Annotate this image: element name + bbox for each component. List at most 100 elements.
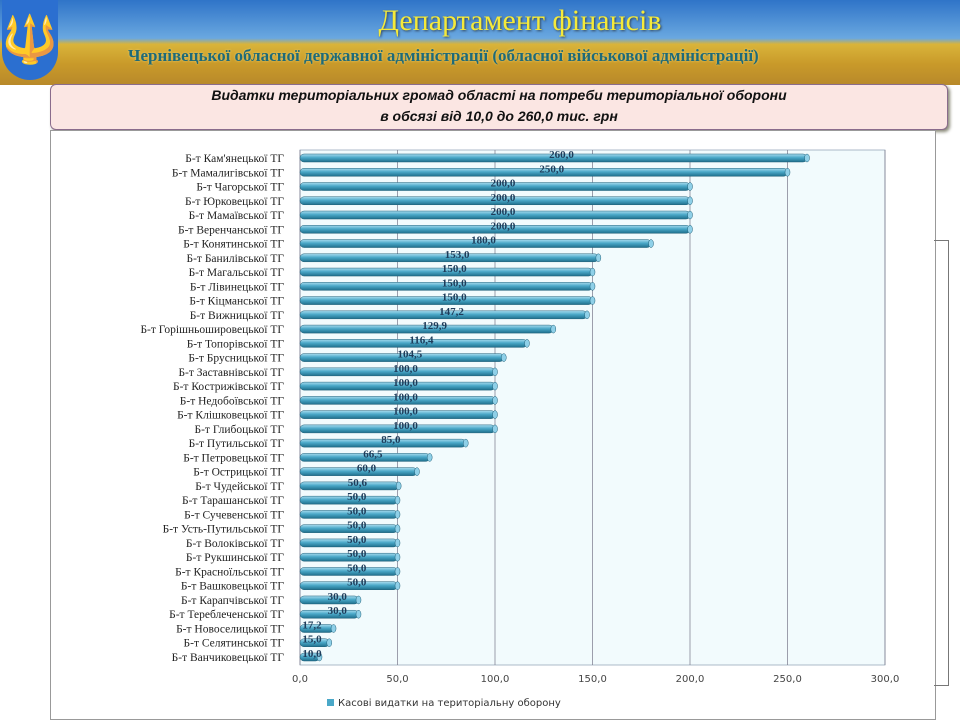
x-tick-label: 150,0	[578, 674, 607, 685]
bar-cap	[355, 595, 362, 605]
bar-cap	[326, 638, 332, 647]
category-label: Б-т Юрковецької ТГ	[185, 196, 284, 208]
bar-cap	[589, 282, 596, 291]
data-label: 15,0	[302, 634, 322, 646]
category-label: Б-т Брусницької ТГ	[188, 353, 284, 365]
bar-cap	[395, 481, 402, 491]
side-frame	[934, 240, 949, 686]
data-label: 153,0	[445, 249, 470, 261]
category-label: Б-т Горішньошировецької ТГ	[140, 324, 284, 336]
bar-cap	[492, 381, 498, 391]
category-label: Б-т Заставнівської ТГ	[178, 367, 284, 379]
data-label: 30,0	[328, 591, 348, 603]
data-label: 10,0	[302, 648, 322, 660]
data-label: 100,0	[393, 391, 418, 403]
category-label: Б-т Банилівської ТГ	[187, 253, 285, 265]
category-label: Б-т Волоківської ТГ	[186, 538, 284, 550]
bar-cap	[316, 652, 323, 662]
data-label: 60,0	[357, 463, 377, 475]
category-label: Б-т Топорівської ТГ	[187, 338, 285, 350]
bar-cap	[492, 410, 498, 419]
data-label: 50,0	[347, 548, 367, 560]
bar-cap	[584, 310, 590, 320]
category-label: Б-т Путильської ТГ	[189, 438, 285, 450]
data-label: 200,0	[491, 192, 516, 204]
category-label: Б-т Карапчівської ТГ	[181, 595, 284, 607]
data-label: 100,0	[393, 377, 418, 389]
category-label: Б-т Острицької ТГ	[193, 467, 284, 479]
trident-icon: 🔱	[1, 0, 59, 80]
data-label: 260,0	[549, 149, 574, 161]
bar-cap	[394, 581, 401, 590]
slide-title-line1: Видатки територіальних громад області на…	[211, 87, 787, 103]
bar-cap	[501, 353, 507, 362]
x-tick-label: 0,0	[292, 674, 308, 685]
bar-cap	[648, 239, 654, 248]
category-label: Б-т Чагорської ТГ	[196, 182, 284, 194]
slide-title: Видатки територіальних громад області на…	[50, 84, 948, 130]
bar-cap	[330, 624, 337, 633]
bar-cap	[589, 296, 596, 305]
bar-cap	[355, 609, 362, 619]
bar-cap	[687, 210, 693, 220]
data-label: 50,0	[347, 505, 367, 517]
data-label: 200,0	[491, 220, 516, 232]
category-label: Б-т Конятинської ТГ	[183, 239, 284, 251]
category-label: Б-т Недобоївської ТГ	[180, 395, 285, 407]
data-label: 100,0	[393, 363, 418, 375]
x-tick-label: 50,0	[386, 674, 408, 685]
bar-cap	[687, 182, 693, 191]
data-label: 85,0	[381, 434, 401, 446]
data-label: 50,0	[347, 562, 367, 574]
data-label: 129,9	[422, 320, 447, 332]
bar-cap	[414, 467, 420, 476]
bar-cap	[463, 438, 469, 448]
category-label: Б-т Кам'янецької ТГ	[185, 153, 284, 165]
category-label: Б-т Вижницької ТГ	[190, 310, 285, 322]
bar-cap	[492, 367, 498, 377]
data-label: 50,0	[347, 534, 367, 546]
category-label: Б-т Глибоцької ТГ	[194, 424, 284, 436]
bar-cap	[394, 510, 401, 519]
category-label: Б-т Рукшинської ТГ	[186, 552, 284, 564]
category-label: Б-т Тереблеченської ТГ	[169, 609, 284, 621]
data-label: 50,0	[347, 520, 367, 532]
x-tick-label: 250,0	[773, 674, 802, 685]
bar-cap	[394, 567, 401, 576]
category-label: Б-т Новоселицької ТГ	[176, 623, 284, 635]
category-label: Б-т Петровецької ТГ	[183, 452, 284, 464]
legend-swatch	[327, 699, 334, 706]
data-label: 150,0	[442, 292, 467, 304]
data-label: 50,0	[347, 491, 367, 503]
bar-cap	[687, 225, 693, 234]
bar-cap	[394, 538, 401, 548]
bar-cap	[492, 396, 498, 405]
bar-cap	[426, 453, 433, 462]
category-label: Б-т Тарашанської ТГ	[182, 495, 284, 507]
data-label: 66,5	[363, 448, 383, 460]
category-label: Б-т Кострижівської ТГ	[173, 381, 284, 393]
header-banner: 🔱 Департамент фінансів Чернівецької обла…	[0, 0, 960, 85]
data-label: 100,0	[393, 420, 418, 432]
category-label: Б-т Селятинської ТГ	[184, 638, 285, 650]
data-label: 100,0	[393, 406, 418, 418]
bar-cap	[394, 552, 401, 562]
bar-cap	[589, 267, 596, 277]
category-label: Б-т Ванчиковецької ТГ	[172, 652, 285, 664]
category-label: Б-т Мамаївської ТГ	[189, 210, 285, 222]
department-subtitle: Чернівецької обласної державної адмініст…	[128, 46, 759, 65]
bar-cap	[394, 524, 401, 533]
data-label: 200,0	[491, 178, 516, 190]
category-label: Б-т Клішковецької ТГ	[177, 410, 284, 422]
category-label: Б-т Кіцманської ТГ	[189, 296, 284, 308]
bar-cap	[492, 424, 498, 434]
bar-cap	[595, 253, 602, 263]
data-label: 116,4	[409, 334, 434, 346]
data-label: 250,0	[539, 163, 564, 175]
category-label: Б-т Лівинецької ТГ	[190, 281, 284, 293]
department-title: Департамент фінансів	[378, 4, 662, 37]
data-label: 30,0	[328, 605, 348, 617]
bar-cap	[784, 168, 791, 177]
category-label: Б-т Магальської ТГ	[189, 267, 285, 279]
